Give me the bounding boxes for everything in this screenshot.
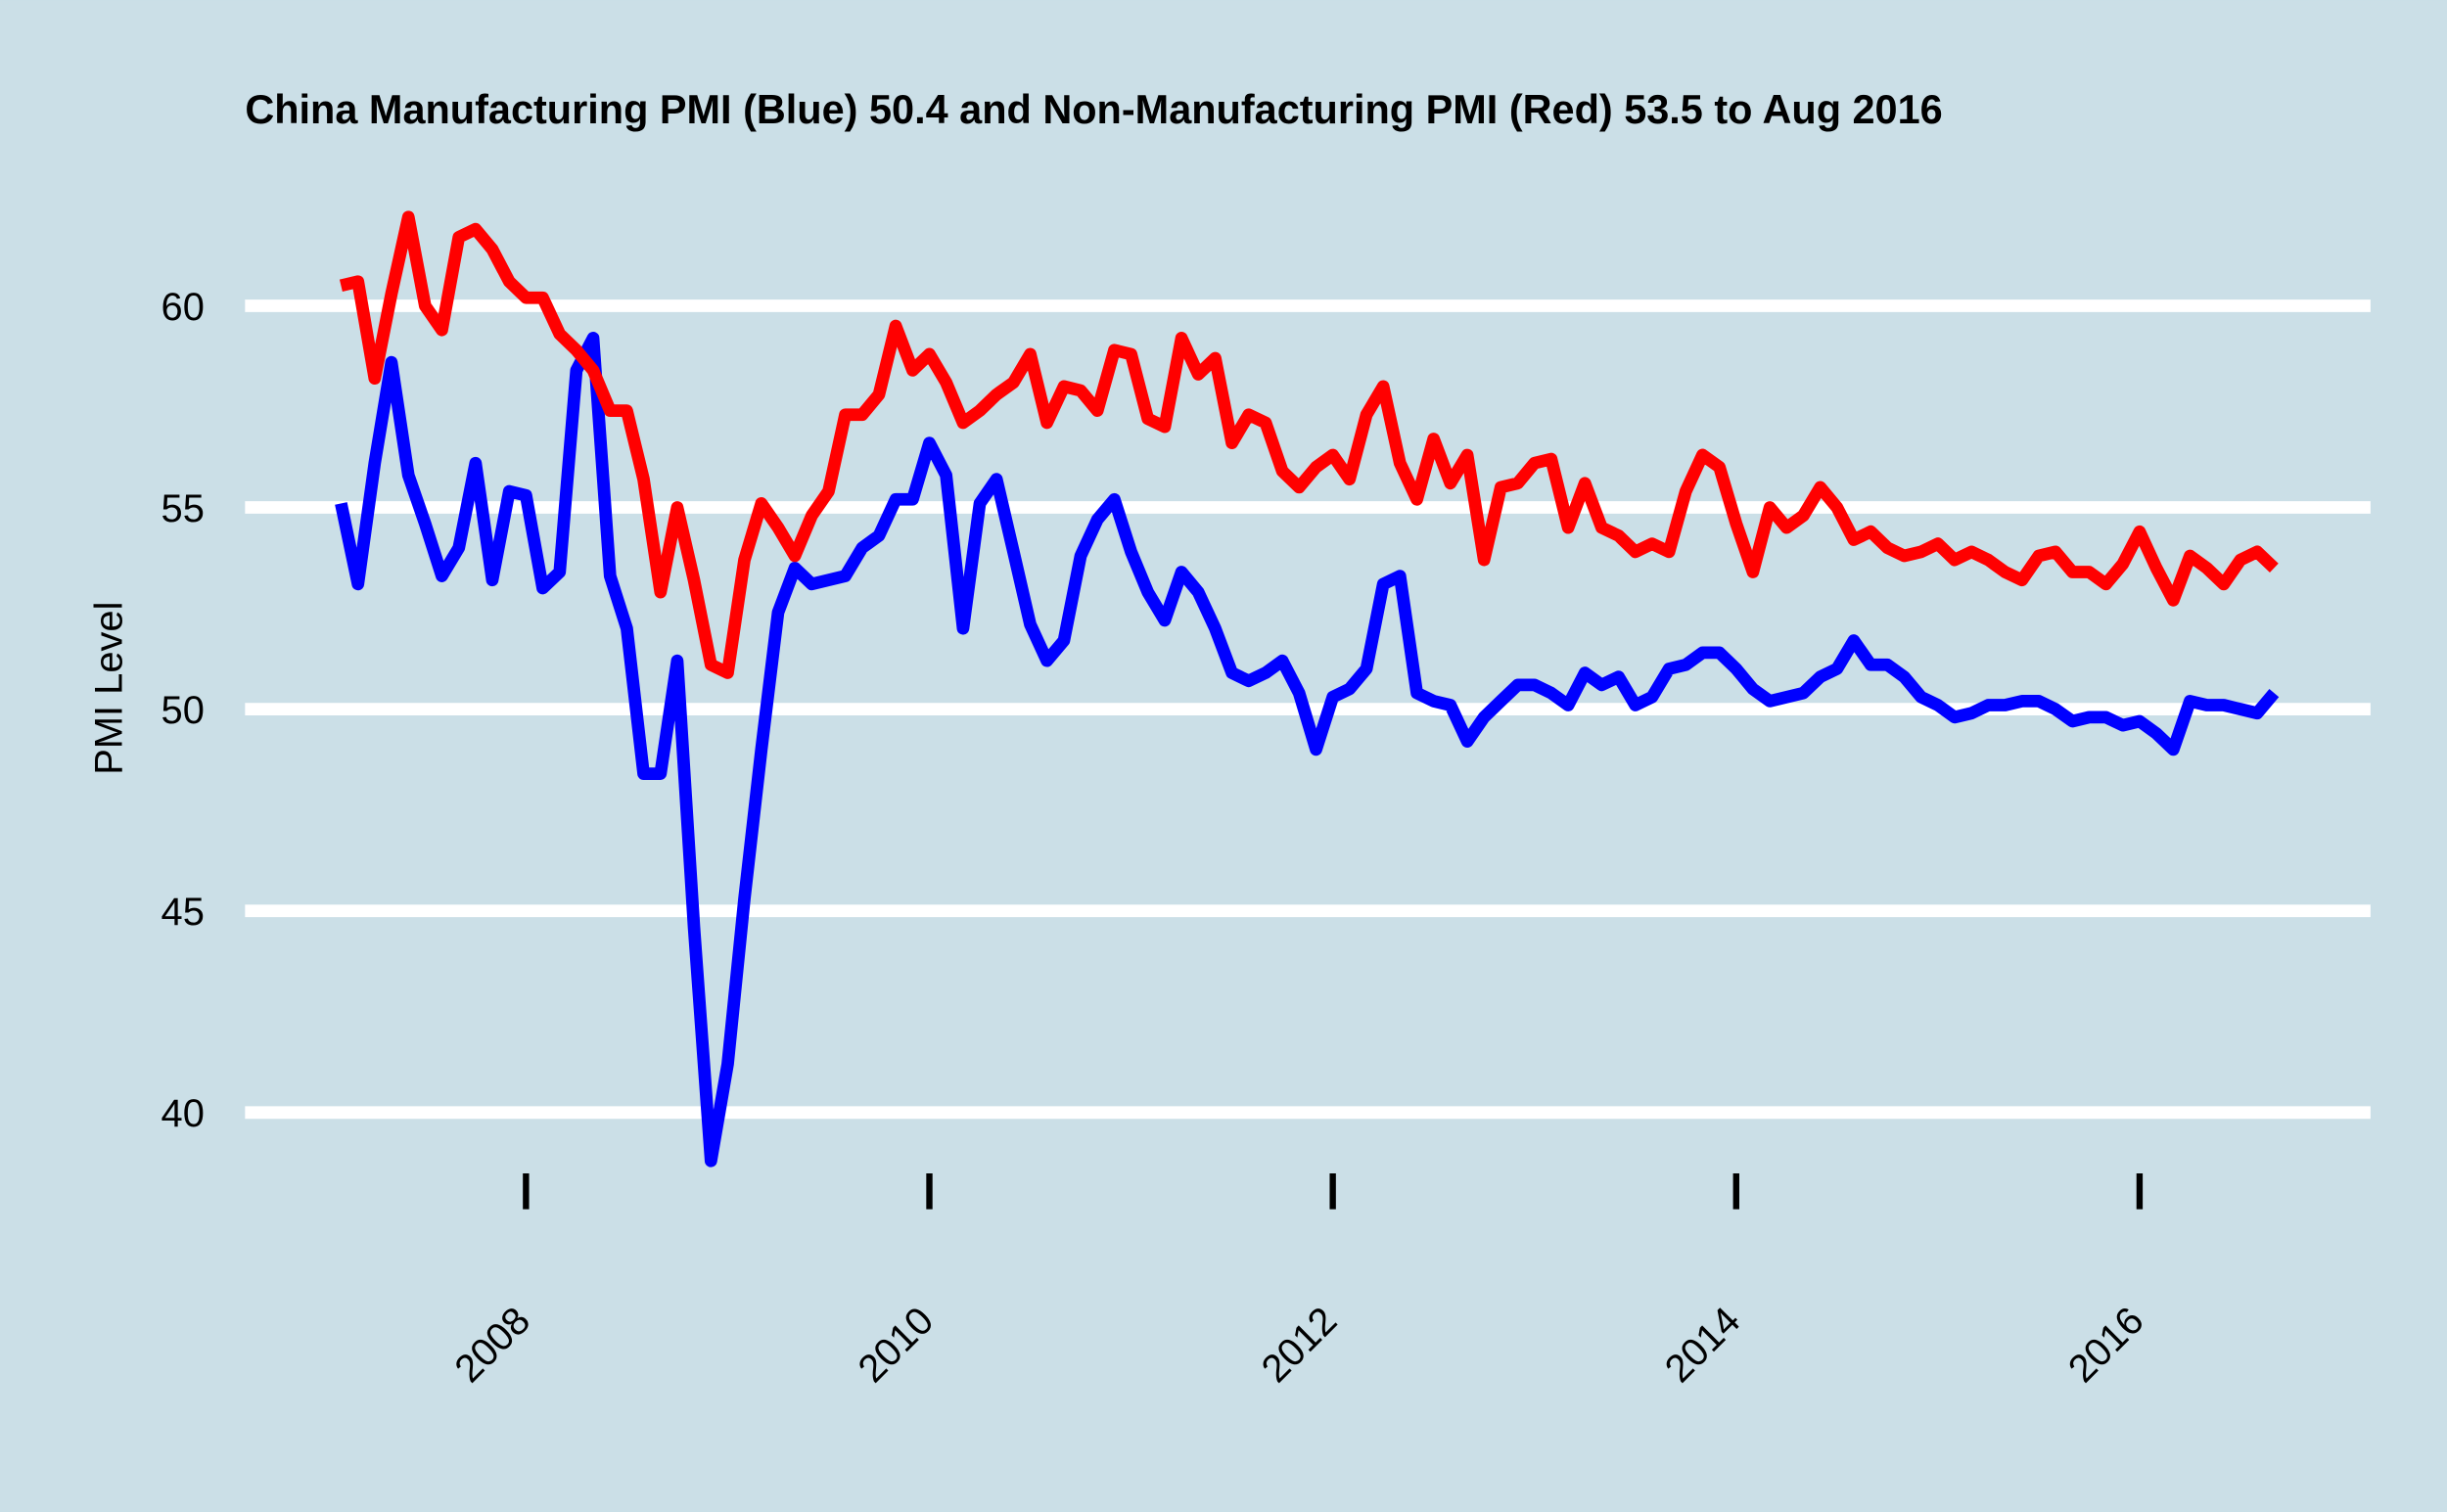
y-tick-label: 40 — [162, 1092, 205, 1135]
y-tick-label: 60 — [162, 286, 205, 329]
y-tick-label: 50 — [162, 689, 205, 732]
chart-title: China Manufacturing PMI (Blue) 50.4 and … — [245, 86, 1942, 132]
y-tick-label: 45 — [162, 891, 205, 934]
series-line — [335, 332, 2280, 1168]
y-tick-label: 55 — [162, 487, 205, 530]
y-axis-label: PMI Level — [87, 602, 130, 775]
series-line — [339, 210, 2279, 679]
